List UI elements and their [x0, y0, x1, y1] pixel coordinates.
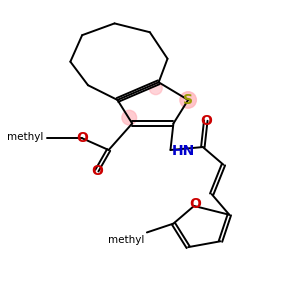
Text: methyl: methyl: [108, 236, 144, 245]
Text: HN: HN: [172, 144, 195, 158]
Text: S: S: [183, 93, 193, 107]
Text: O: O: [200, 114, 212, 128]
Text: O: O: [190, 197, 201, 212]
Text: O: O: [76, 131, 88, 145]
Text: O: O: [91, 164, 103, 178]
Circle shape: [122, 110, 136, 125]
Circle shape: [180, 92, 196, 108]
Circle shape: [149, 82, 162, 95]
Text: methyl: methyl: [8, 132, 44, 142]
